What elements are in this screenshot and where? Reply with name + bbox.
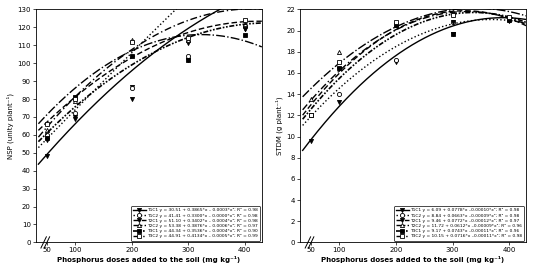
X-axis label: Phosphorus doses added to the soil (mg kg⁻¹): Phosphorus doses added to the soil (mg k… [321,256,505,263]
Y-axis label: STDM (g plant⁻¹): STDM (g plant⁻¹) [276,97,283,155]
Y-axis label: NSP (unity plant⁻¹): NSP (unity plant⁻¹) [7,93,14,159]
Legend: T1C1 y = 6.09 + 0.0778*x –0.00010*x²; R² = 0.98, T1C2 y = 8.84 + 0.0663*x –0.000: T1C1 y = 6.09 + 0.0778*x –0.00010*x²; R²… [394,206,524,241]
X-axis label: Phosphorus doses added to the soil (mg kg⁻¹): Phosphorus doses added to the soil (mg k… [57,256,240,263]
Legend: T1C1 y = 30.51 + 0.3865*x – 0.0003*x²; R² = 0.98, T1C2 y = 41.41 + 0.3300*x – 0.: T1C1 y = 30.51 + 0.3865*x – 0.0003*x²; R… [131,206,260,241]
